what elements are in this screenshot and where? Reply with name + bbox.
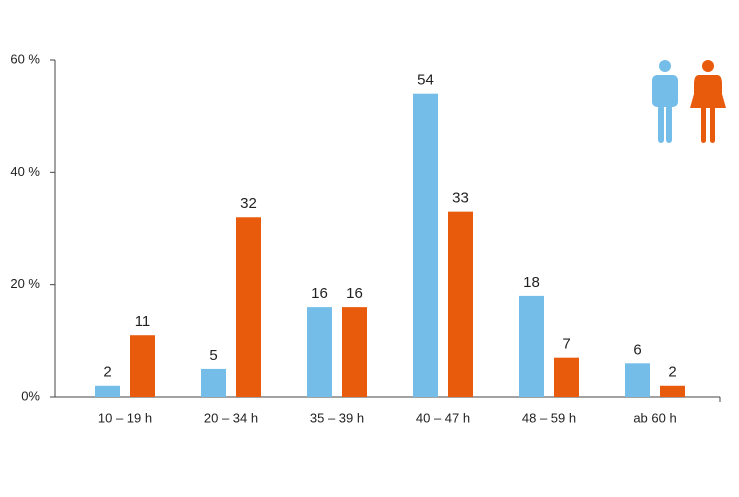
x-tick-label: 48 – 59 h xyxy=(522,410,576,425)
value-label: 16 xyxy=(346,285,363,302)
bar xyxy=(660,385,685,397)
value-label: 2 xyxy=(668,364,676,381)
male-icon xyxy=(652,60,678,143)
female-icon xyxy=(690,60,726,143)
y-tick-label: 20 % xyxy=(10,276,40,291)
bar xyxy=(95,385,120,397)
x-tick-label: 35 – 39 h xyxy=(310,410,364,425)
value-label: 5 xyxy=(209,347,217,364)
x-tick-label: 40 – 47 h xyxy=(416,410,470,425)
value-label: 18 xyxy=(523,274,540,291)
bar xyxy=(307,307,332,397)
bar xyxy=(201,368,226,397)
value-label: 32 xyxy=(240,195,257,212)
y-tick-label: 40 % xyxy=(10,164,40,179)
value-label: 16 xyxy=(311,285,328,302)
y-tick-label: 0% xyxy=(21,388,40,403)
value-label: 6 xyxy=(633,341,641,358)
value-label: 11 xyxy=(135,313,151,330)
value-label: 33 xyxy=(452,190,469,207)
bar xyxy=(625,363,650,397)
bar xyxy=(448,211,473,397)
bar xyxy=(519,295,544,397)
bar xyxy=(130,335,155,397)
x-tick-label: ab 60 h xyxy=(633,410,676,425)
value-label: 7 xyxy=(562,336,570,353)
bar xyxy=(554,357,579,397)
bar xyxy=(342,307,367,397)
value-label: 54 xyxy=(417,72,434,89)
x-tick-label: 10 – 19 h xyxy=(98,410,152,425)
value-label: 2 xyxy=(103,364,111,381)
y-tick-label: 60 % xyxy=(10,51,40,66)
bar xyxy=(236,217,261,397)
bar xyxy=(413,93,438,397)
x-tick-label: 20 – 34 h xyxy=(204,410,258,425)
